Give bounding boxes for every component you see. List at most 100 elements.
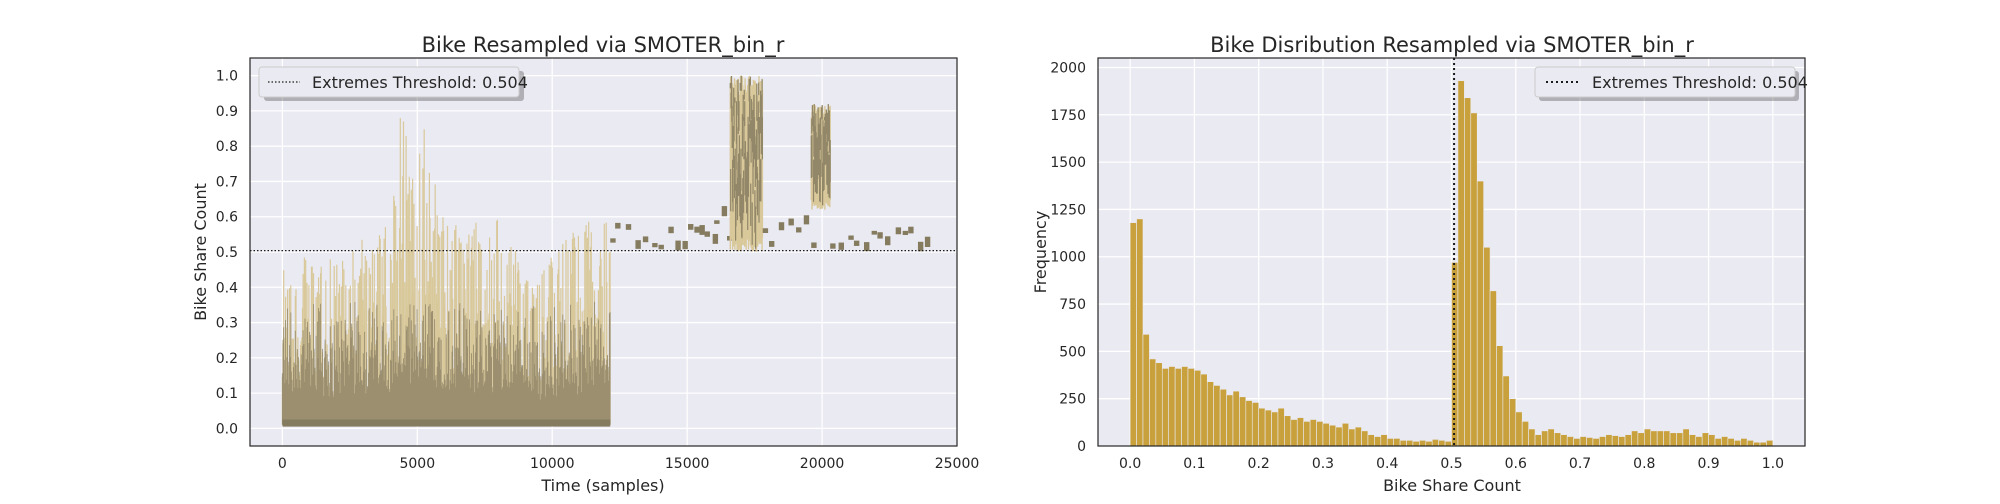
chart-title: Bike Resampled via SMOTER_bin_r [422,33,785,58]
y-tick-labels: 0 250 500 750 1000 1250 1500 1750 2000 [1050,60,1086,455]
y-tick-label: 1750 [1050,108,1086,124]
histogram-bar [1296,417,1304,447]
x-tick-label: 0.2 [1248,456,1270,472]
histogram-bar [1412,440,1420,447]
y-tick-label: 0.2 [216,351,238,367]
y-tick-label: 2000 [1050,60,1086,76]
x-tick-label: 0.0 [1119,456,1141,472]
histogram-bar [1489,290,1497,447]
legend: Extremes Threshold: 0.504 [258,66,528,101]
histogram-bar [1599,436,1607,447]
histogram-bar [1322,422,1330,447]
histogram-bar [1644,428,1652,447]
x-tick-label: 0.9 [1697,456,1719,472]
x-tick-label: 0.3 [1312,456,1334,472]
histogram-bar [1521,421,1529,447]
x-tick-label: 0.4 [1376,456,1398,472]
histogram-bar [1464,97,1472,447]
histogram-bar [1316,421,1324,447]
histogram-bar [1605,434,1613,447]
histogram-bar [1142,334,1150,447]
plot-frame [249,57,958,447]
histogram-bar [1701,432,1709,447]
synthetic-segment [762,215,817,248]
histogram-bar [1650,430,1658,447]
histogram-bar [1714,438,1722,447]
x-tick-labels: 0.0 0.1 0.2 0.3 0.4 0.5 0.6 0.7 0.8 0.9 1.0 [1119,456,1784,472]
histogram-bar [1689,434,1697,447]
x-tick-label: 0 [278,456,287,472]
histogram-bar [1219,388,1227,447]
original-series-body [281,301,611,425]
x-tick-label: 0.8 [1633,456,1655,472]
histogram-bar [1611,435,1619,447]
histogram-bar [1656,430,1664,447]
histogram-bar [1579,436,1587,447]
histogram-bar [1226,394,1234,447]
histogram-bar [1341,422,1349,447]
histogram-bar [1174,368,1182,447]
histogram-bar [1534,434,1542,447]
y-tick-label: 0.5 [216,245,238,261]
histogram-bar [1348,428,1356,447]
y-tick-label: 0.4 [216,280,238,296]
histogram-bar [1213,385,1221,447]
series-bike-share [281,75,931,427]
histogram-bar [1329,424,1337,447]
y-tick-label: 1.0 [216,69,238,85]
histogram-bar [1277,407,1285,447]
histogram-bar [1399,440,1407,447]
histogram-bar [1258,407,1266,447]
histogram-bar [1149,358,1157,447]
y-tick-label: 0.9 [216,104,238,120]
histogram-bar [1746,440,1754,447]
histogram-bar [1470,112,1478,447]
y-tick-label: 750 [1059,297,1086,313]
histogram-bar [1515,411,1523,447]
histogram-bar [1284,415,1292,447]
histogram-bar [1618,436,1626,447]
x-tick-label: 0.5 [1440,456,1462,472]
histogram-bar [1251,402,1259,447]
histogram-bar [1592,438,1600,447]
histogram-bar [1361,430,1369,447]
y-axis-label: Bike Share Count [191,183,210,321]
histogram-bar [1586,437,1594,447]
histogram-bar [1200,373,1208,447]
chart-histogram: 0.0 0.1 0.2 0.3 0.4 0.5 0.6 0.7 0.8 0.9 1.0 0 250 50… [1031,33,1808,495]
histogram-bar [1740,438,1748,447]
histogram-bar [1483,246,1491,447]
histogram-bar [1682,428,1690,447]
chart-title: Bike Disribution Resampled via SMOTER_bi… [1210,33,1694,58]
y-tick-label: 1250 [1050,202,1086,218]
y-tick-label: 0 [1077,439,1086,455]
y-tick-label: 0.6 [216,210,238,226]
y-axis-label: Frequency [1031,211,1050,294]
x-tick-label: 0.1 [1183,456,1205,472]
y-tick-label: 0.7 [216,174,238,190]
histogram-bar [1290,419,1298,447]
histogram-bar [1476,180,1484,447]
y-tick-label: 0.0 [216,421,238,437]
histogram-bar [1766,440,1774,447]
histogram-bar [1631,430,1639,447]
histogram-bar [1129,222,1137,447]
histogram-bar [1354,426,1362,447]
histogram-bar [1206,381,1214,447]
histogram-bar [1245,400,1253,447]
histogram-bar [1624,434,1632,447]
histogram-bar [1708,434,1716,447]
histogram-bar [1187,368,1195,447]
y-tick-label: 0.1 [216,386,238,402]
histogram-bar [1194,369,1202,447]
histogram-bar [1547,428,1555,447]
x-axis-label: Bike Share Count [1383,476,1521,495]
histogram-bar [1264,409,1272,447]
histogram-bar [1161,368,1169,447]
histogram-bar [1380,434,1388,447]
histogram-bar [1155,362,1163,447]
x-tick-label: 0.7 [1569,456,1591,472]
legend-threshold-label: Extremes Threshold: 0.504 [312,73,528,92]
x-tick-label: 15000 [665,456,710,472]
